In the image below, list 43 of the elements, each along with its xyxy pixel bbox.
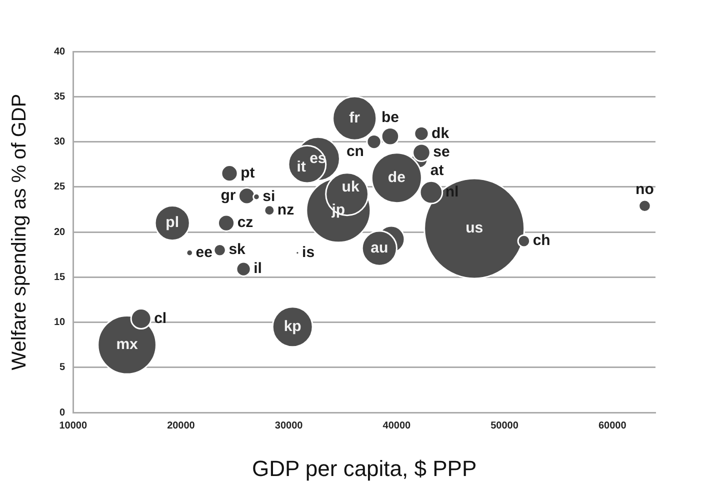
y-tick-label: 20 xyxy=(54,226,66,238)
series-label: se xyxy=(433,144,450,161)
y-tick-label: 35 xyxy=(54,91,66,102)
series-label: pl xyxy=(166,214,180,232)
series-label: cl xyxy=(154,310,167,327)
series-label: is xyxy=(302,244,315,261)
series-label: it xyxy=(296,158,306,176)
series-label: pt xyxy=(240,164,255,182)
series-label: ch xyxy=(532,232,550,250)
series-label: mx xyxy=(116,336,139,354)
series-label: at xyxy=(430,162,444,180)
x-axis-title: GDP per capita, $ PPP xyxy=(252,456,477,481)
series-label: be xyxy=(381,108,399,126)
x-tick-label: 10000 xyxy=(59,420,88,432)
series-label: gr xyxy=(220,187,236,204)
y-tick-label: 15 xyxy=(54,272,66,283)
y-tick-label: 30 xyxy=(54,136,66,148)
series-label: nz xyxy=(277,202,294,219)
series-label: cz xyxy=(237,214,254,232)
x-tick-label: 40000 xyxy=(382,420,412,432)
y-tick-label: 25 xyxy=(54,182,66,193)
y-axis-title: Welfare spending as % of GDP xyxy=(8,94,31,370)
series-label: fr xyxy=(349,109,360,126)
x-tick-label: 60000 xyxy=(598,420,627,432)
series-label: ee xyxy=(196,244,212,261)
x-tick-label: 30000 xyxy=(274,420,304,432)
series-label: sk xyxy=(228,241,246,258)
x-tick-label: 20000 xyxy=(167,420,196,432)
series-label: uk xyxy=(342,178,360,196)
series-label: de xyxy=(388,169,406,186)
y-tick-label: 0 xyxy=(60,407,66,418)
series-label: si xyxy=(262,188,276,205)
series-label: cn xyxy=(346,142,364,160)
series-label: us xyxy=(466,220,484,237)
series-label: dk xyxy=(432,124,450,142)
y-tick-label: 5 xyxy=(60,362,66,374)
series-label: kp xyxy=(284,318,302,335)
series-label: au xyxy=(370,239,388,256)
y-tick-label: 40 xyxy=(54,46,66,58)
series-label: no xyxy=(636,181,654,198)
series-label: il xyxy=(254,260,262,278)
y-tick-label: 10 xyxy=(54,317,66,328)
x-tick-label: 50000 xyxy=(490,420,519,432)
